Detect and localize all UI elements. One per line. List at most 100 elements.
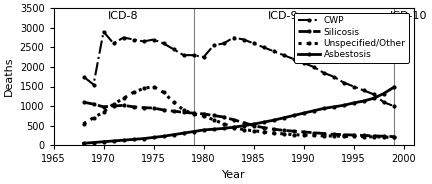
Silicosis [371,135,376,137]
Asbestosis [321,107,326,109]
CWP [191,54,196,56]
Unspecified/Other [101,111,106,113]
Asbestosis [361,100,366,102]
Asbestosis [211,128,216,130]
Silicosis [221,116,226,118]
Asbestosis [101,141,106,143]
CWP [161,42,166,45]
CWP [281,54,286,56]
Asbestosis [241,125,246,127]
Asbestosis [231,126,236,128]
Silicosis [121,104,126,106]
Unspecified/Other [241,128,246,131]
Silicosis [101,106,106,108]
CWP [151,38,156,41]
Silicosis [301,131,306,133]
CWP [111,42,116,45]
Line: Silicosis: Silicosis [82,101,395,138]
CWP [371,93,376,95]
Asbestosis [141,137,146,140]
Line: Unspecified/Other: Unspecified/Other [82,85,395,139]
Asbestosis [191,130,196,133]
CWP [341,82,346,84]
Asbestosis [111,140,116,142]
Asbestosis [171,134,176,136]
Silicosis [141,107,146,109]
Asbestosis [391,86,396,88]
Asbestosis [81,142,86,144]
Silicosis [321,132,326,135]
Silicosis [91,103,96,105]
Asbestosis [91,141,96,144]
CWP [241,38,246,41]
CWP [121,36,126,39]
Unspecified/Other [361,136,366,138]
Unspecified/Other [391,136,396,139]
Unspecified/Other [81,123,86,125]
Silicosis [111,105,116,107]
Text: ICD-9: ICD-9 [268,11,299,21]
Silicosis [311,132,316,134]
CWP [251,42,256,45]
CWP [391,105,396,107]
Unspecified/Other [371,136,376,138]
Unspecified/Other [91,117,96,119]
Silicosis [211,114,216,117]
Legend: CWP, Silicosis, Unspecified/Other, Asbestosis: CWP, Silicosis, Unspecified/Other, Asbes… [294,13,409,63]
Unspecified/Other [181,109,186,111]
Line: Asbestosis: Asbestosis [82,86,395,145]
Asbestosis [131,138,136,140]
Asbestosis [371,97,376,99]
CWP [101,31,106,33]
Unspecified/Other [381,136,386,138]
Unspecified/Other [311,134,316,137]
CWP [221,42,226,45]
Unspecified/Other [221,123,226,125]
Silicosis [151,107,156,109]
CWP [141,40,146,43]
Unspecified/Other [261,131,266,133]
Asbestosis [151,136,156,139]
Unspecified/Other [301,134,306,136]
CWP [261,46,266,48]
Unspecified/Other [171,101,176,103]
Unspecified/Other [151,85,156,88]
Asbestosis [301,112,306,114]
Unspecified/Other [121,97,126,99]
CWP [291,58,296,60]
CWP [231,36,236,39]
CWP [131,38,136,41]
Silicosis [261,127,266,129]
Unspecified/Other [191,113,196,115]
Silicosis [241,121,246,124]
Silicosis [281,129,286,132]
CWP [301,62,306,64]
Silicosis [161,109,166,111]
CWP [91,83,96,86]
Asbestosis [201,129,206,131]
Unspecified/Other [231,127,236,129]
Silicosis [251,125,256,127]
Text: ICD-8: ICD-8 [108,11,139,21]
Asbestosis [261,121,266,123]
Silicosis [201,113,206,115]
Text: ICD-10: ICD-10 [390,11,428,21]
Silicosis [291,130,296,132]
Silicosis [271,128,276,130]
Asbestosis [121,139,126,141]
CWP [361,89,366,91]
CWP [211,44,216,47]
CWP [311,66,316,68]
Asbestosis [351,102,356,104]
CWP [331,76,336,78]
Unspecified/Other [161,91,166,93]
Unspecified/Other [341,135,346,137]
Unspecified/Other [211,119,216,121]
Asbestosis [291,114,296,117]
CWP [81,76,86,78]
CWP [171,48,176,50]
CWP [271,50,276,52]
Unspecified/Other [321,135,326,137]
Unspecified/Other [111,103,116,105]
Asbestosis [181,132,186,134]
